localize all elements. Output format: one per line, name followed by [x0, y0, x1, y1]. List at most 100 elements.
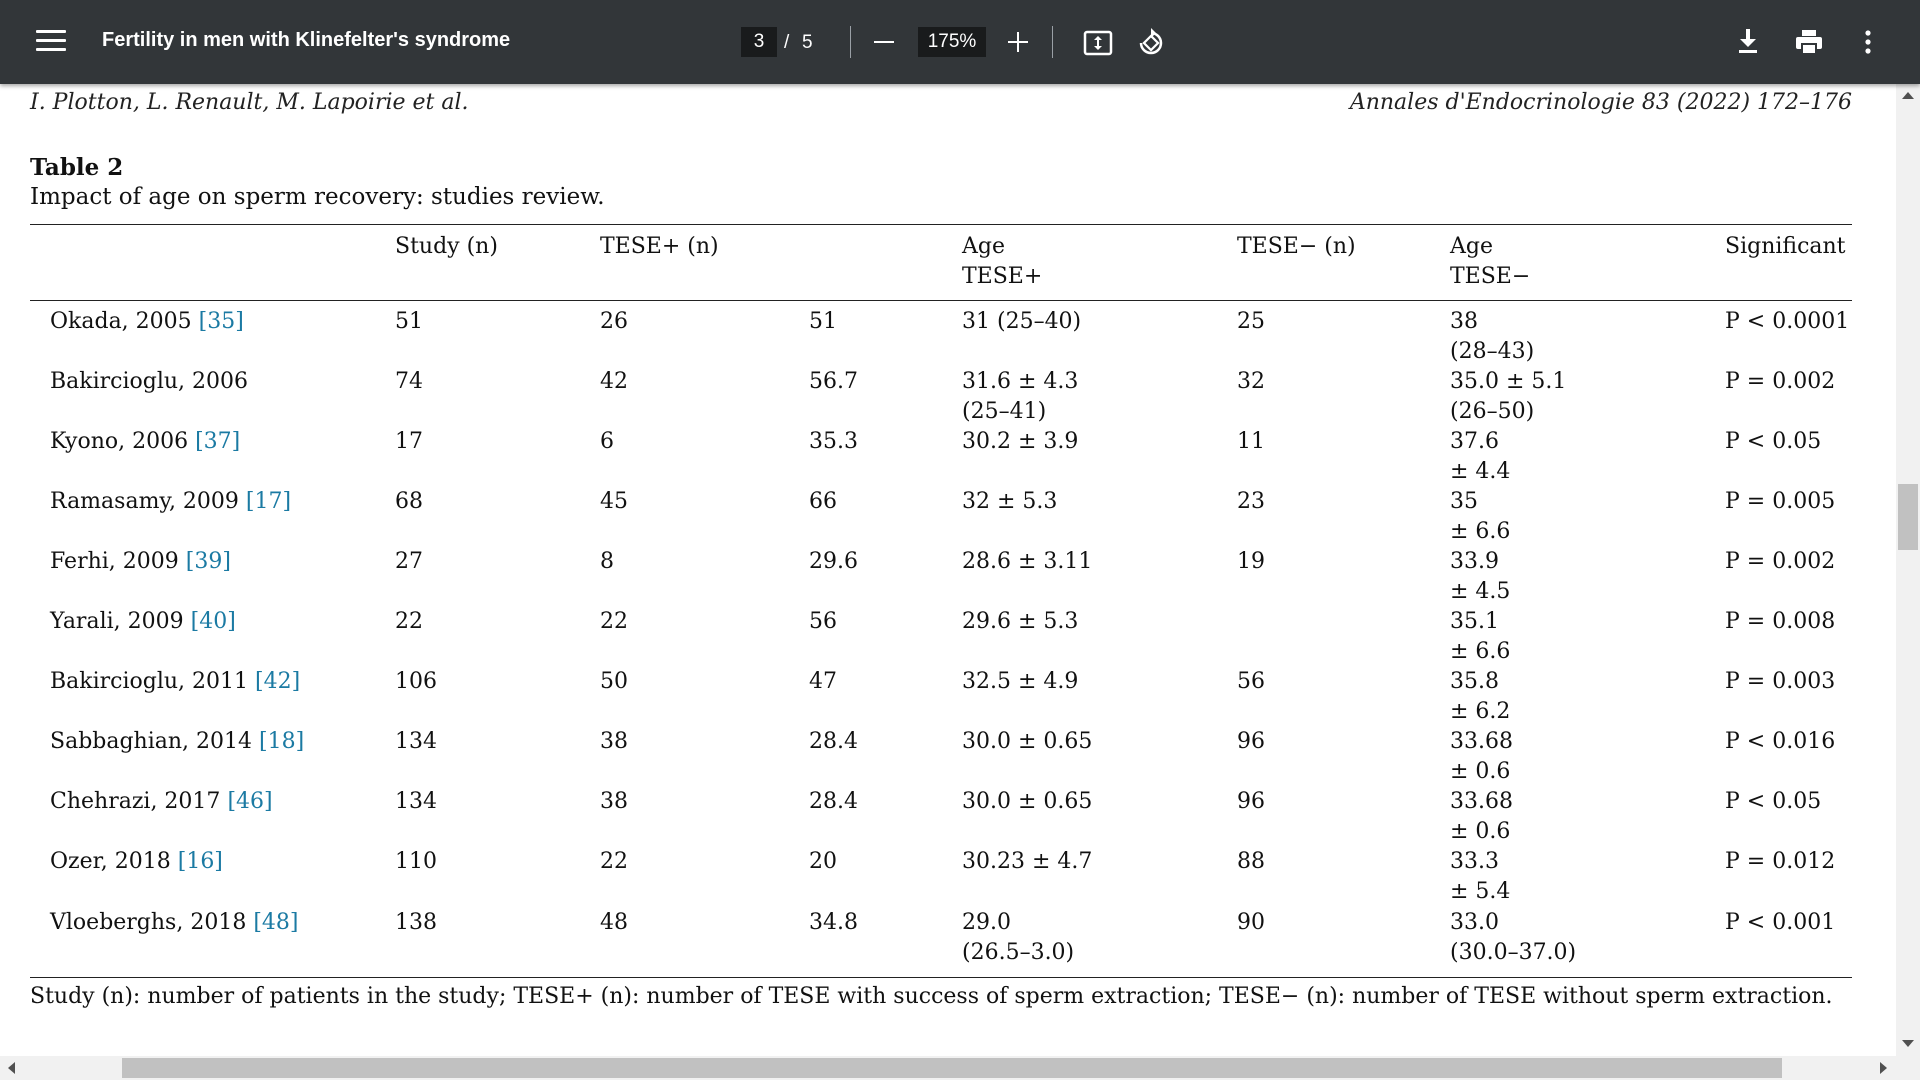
- study-author: Ozer, 2018: [50, 849, 171, 874]
- cell-tese-pos-n: 42: [600, 369, 628, 394]
- running-header-journal: Annales d'Endocrinologie 83 (2022) 172–1…: [1349, 90, 1852, 115]
- cell-tese-neg-n: 23: [1237, 489, 1265, 514]
- citation-link[interactable]: [46]: [227, 789, 273, 814]
- rotate-button[interactable]: [1134, 26, 1168, 60]
- table-header-rule: [30, 300, 1852, 301]
- study-author: Vloeberghs, 2018: [50, 910, 247, 935]
- cell-study-n: 106: [395, 669, 437, 694]
- scroll-left-arrow-icon[interactable]: [8, 1062, 15, 1074]
- cell-study: Chehrazi, 2017 [46]: [50, 787, 273, 817]
- citation-link[interactable]: [39]: [185, 549, 231, 574]
- study-author: Yarali, 2009: [50, 609, 184, 634]
- print-button[interactable]: [1794, 28, 1824, 56]
- cell-age-tese-neg-line2: (28–43): [1450, 339, 1535, 364]
- header-tese-pos-n: TESE+ (n): [600, 234, 719, 259]
- citation-link[interactable]: [42]: [255, 669, 301, 694]
- study-author: Bakircioglu, 2006: [50, 369, 249, 394]
- menu-icon[interactable]: [36, 30, 66, 54]
- cell-significant: P = 0.002: [1725, 369, 1836, 394]
- download-button[interactable]: [1734, 26, 1762, 56]
- zoom-level-input[interactable]: 175%: [918, 27, 986, 57]
- cell-age-tese-pos: 32 ± 5.3: [962, 489, 1058, 514]
- cell-age-tese-neg-line2: ± 6.6: [1450, 639, 1511, 664]
- cell-significant: P < 0.05: [1725, 429, 1822, 454]
- horizontal-scroll-thumb[interactable]: [122, 1058, 1782, 1078]
- cell-study: Kyono, 2006 [37]: [50, 427, 240, 457]
- fit-page-icon: [1083, 30, 1113, 56]
- print-icon: [1796, 30, 1822, 55]
- table-bottom-rule: [30, 977, 1852, 978]
- cell-significant: P < 0.0001: [1725, 309, 1850, 334]
- cell-significant: P = 0.003: [1725, 669, 1836, 694]
- table-top-rule: [30, 224, 1852, 225]
- total-pages: 5: [802, 32, 813, 53]
- cell-tese-pos-n: 38: [600, 729, 628, 754]
- scroll-right-arrow-icon[interactable]: [1880, 1062, 1887, 1074]
- cell-age-tese-neg-line2: ± 6.2: [1450, 699, 1511, 724]
- scroll-down-arrow-icon[interactable]: [1902, 1040, 1914, 1047]
- cell-age-tese-pos: 30.23 ± 4.7: [962, 849, 1093, 874]
- cell-significant: P < 0.05: [1725, 789, 1822, 814]
- cell-significant: P = 0.002: [1725, 549, 1836, 574]
- cell-percent: 56: [809, 609, 837, 634]
- citation-link[interactable]: [37]: [195, 429, 241, 454]
- cell-age-tese-pos: 32.5 ± 4.9: [962, 669, 1079, 694]
- study-author: Sabbaghian, 2014: [50, 729, 253, 754]
- pdf-toolbar: Fertility in men with Klinefelter's synd…: [0, 0, 1920, 84]
- cell-tese-neg-n: 11: [1237, 429, 1265, 454]
- citation-link[interactable]: [16]: [177, 849, 223, 874]
- zoom-in-button[interactable]: [1002, 28, 1034, 56]
- cell-tese-neg-n: 56: [1237, 669, 1265, 694]
- cell-study-n: 138: [395, 910, 437, 935]
- minus-icon: [874, 41, 894, 43]
- cell-tese-neg-n: 96: [1237, 729, 1265, 754]
- header-age-tese-pos: Age: [962, 234, 1005, 259]
- cell-age-tese-neg-line2: ± 0.6: [1450, 759, 1511, 784]
- cell-study: Sabbaghian, 2014 [18]: [50, 727, 304, 757]
- cell-study: Okada, 2005 [35]: [50, 307, 244, 337]
- cell-age-tese-pos-line2: (26.5–3.0): [962, 940, 1075, 965]
- cell-age-tese-neg: 35.1: [1450, 609, 1499, 634]
- citation-link[interactable]: [40]: [190, 609, 236, 634]
- cell-tese-pos-n: 38: [600, 789, 628, 814]
- citation-link[interactable]: [35]: [198, 309, 244, 334]
- cell-tese-pos-n: 22: [600, 849, 628, 874]
- cell-study-n: 74: [395, 369, 423, 394]
- cell-study-n: 134: [395, 729, 437, 754]
- page-number-input[interactable]: 3: [741, 27, 777, 57]
- header-tese-neg-n: TESE− (n): [1237, 234, 1356, 259]
- study-author: Kyono, 2006: [50, 429, 189, 454]
- cell-tese-neg-n: 32: [1237, 369, 1265, 394]
- cell-age-tese-pos: 29.6 ± 5.3: [962, 609, 1079, 634]
- cell-tese-neg-n: 96: [1237, 789, 1265, 814]
- cell-tese-pos-n: 6: [600, 429, 614, 454]
- cell-age-tese-pos: 31 (25–40): [962, 309, 1082, 334]
- cell-study: Ferhi, 2009 [39]: [50, 547, 231, 577]
- header-significant: Significant: [1725, 234, 1846, 259]
- cell-percent: 29.6: [809, 549, 858, 574]
- cell-tese-pos-n: 48: [600, 910, 628, 935]
- cell-age-tese-neg-line2: ± 4.4: [1450, 459, 1511, 484]
- more-options-button[interactable]: [1858, 28, 1878, 56]
- cell-percent: 34.8: [809, 910, 858, 935]
- rotate-icon: [1139, 28, 1163, 55]
- cell-age-tese-neg: 37.6: [1450, 429, 1499, 454]
- citation-link[interactable]: [48]: [253, 910, 299, 935]
- fit-page-button[interactable]: [1082, 28, 1114, 58]
- citation-link[interactable]: [18]: [259, 729, 305, 754]
- scroll-up-arrow-icon[interactable]: [1902, 92, 1914, 99]
- header-age-tese-pos-2: TESE+: [962, 264, 1043, 289]
- cell-significant: P = 0.008: [1725, 609, 1836, 634]
- cell-tese-neg-n: 25: [1237, 309, 1265, 334]
- cell-age-tese-neg: 33.68: [1450, 729, 1513, 754]
- cell-study-n: 68: [395, 489, 423, 514]
- cell-age-tese-neg-line2: ± 0.6: [1450, 819, 1511, 844]
- cell-study-n: 51: [395, 309, 423, 334]
- vertical-scroll-thumb[interactable]: [1898, 484, 1918, 550]
- citation-link[interactable]: [17]: [245, 489, 292, 514]
- zoom-out-button[interactable]: [868, 28, 900, 56]
- cell-age-tese-neg: 35: [1450, 489, 1478, 514]
- cell-tese-pos-n: 50: [600, 669, 628, 694]
- cell-significant: P < 0.016: [1725, 729, 1836, 754]
- vertical-scrollbar[interactable]: [1896, 84, 1920, 1056]
